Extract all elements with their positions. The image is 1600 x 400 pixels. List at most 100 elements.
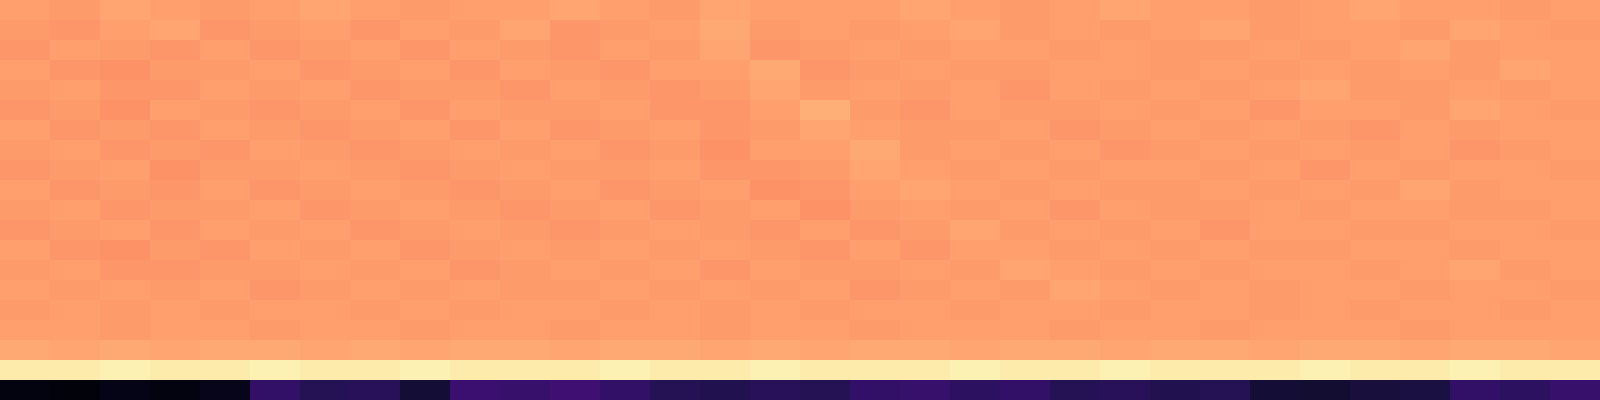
heatmap-cell [1400,260,1451,281]
heatmap-cell [1300,300,1351,321]
heatmap-cell [700,320,751,341]
heatmap-cell [1350,60,1401,81]
heatmap-cell [1450,240,1501,261]
heatmap-cell [700,380,751,400]
heatmap-cell [100,360,151,381]
heatmap-cell [1200,220,1251,241]
heatmap-cell [250,80,301,101]
heatmap-cell [250,120,301,141]
heatmap-cell [50,0,101,21]
heatmap-cell [800,380,851,400]
heatmap-cell [1350,380,1401,400]
heatmap-cell [700,0,751,21]
heatmap-cell [1350,300,1401,321]
heatmap-cell [200,140,251,161]
heatmap-cell [1100,100,1151,121]
heatmap-cell [400,360,451,381]
heatmap-cell [650,380,701,400]
heatmap-cell [350,120,401,141]
heatmap-cell [1550,160,1600,181]
heatmap-cell [450,200,501,221]
heatmap-cell [1150,100,1201,121]
heatmap-cell [350,180,401,201]
heatmap-cell [250,280,301,301]
heatmap-cell [800,300,851,321]
heatmap-cell [550,260,601,281]
heatmap-cell [550,160,601,181]
heatmap-cell [1350,160,1401,181]
heatmap-cell [0,320,51,341]
heatmap-cell [700,200,751,221]
heatmap-cell [1150,0,1201,21]
heatmap-cell [450,140,501,161]
heatmap-cell [750,220,801,241]
heatmap-cell [1050,360,1101,381]
heatmap-cell [1350,0,1401,21]
heatmap-cell [50,340,101,361]
heatmap-cell [1400,240,1451,261]
heatmap-cell [250,0,301,21]
heatmap-cell [600,40,651,61]
heatmap-cell [900,260,951,281]
heatmap-cell [1300,100,1351,121]
heatmap-cell [600,280,651,301]
heatmap-cell [100,20,151,41]
heatmap-cell [1350,80,1401,101]
heatmap-cell [250,100,301,121]
heatmap-cell [1450,160,1501,181]
heatmap-cell [500,120,551,141]
heatmap-cell [500,140,551,161]
heatmap-cell [1450,20,1501,41]
heatmap-cell [750,40,801,61]
heatmap-cell [400,220,451,241]
heatmap-cell [1500,20,1551,41]
heatmap-cell [650,120,701,141]
heatmap-cell [1000,300,1051,321]
heatmap-cell [0,260,51,281]
heatmap-cell [250,360,301,381]
heatmap-cell [700,160,751,181]
heatmap-cell [50,360,101,381]
heatmap-cell [850,100,901,121]
heatmap-cell [100,120,151,141]
heatmap-cell [0,240,51,261]
heatmap-cell [800,60,851,81]
heatmap-cell [1100,380,1151,400]
heatmap-cell [950,40,1001,61]
heatmap-cell [500,100,551,121]
heatmap-cell [0,120,51,141]
heatmap-cell [1350,280,1401,301]
heatmap-cell [1100,40,1151,61]
heatmap-cell [1350,340,1401,361]
heatmap-cell [450,320,501,341]
heatmap-cell [950,140,1001,161]
heatmap-cell [300,180,351,201]
heatmap-cell [1350,180,1401,201]
heatmap-cell [1500,180,1551,201]
heatmap-cell [1550,0,1600,21]
heatmap-cell [1200,40,1251,61]
heatmap-cell [1000,360,1051,381]
heatmap-cell [450,120,501,141]
heatmap-cell [850,140,901,161]
heatmap-cell [1450,260,1501,281]
heatmap-cell [450,160,501,181]
heatmap-cell [1250,240,1301,261]
heatmap-cell [600,380,651,400]
heatmap-cell [200,260,251,281]
heatmap-cell [600,300,651,321]
heatmap-cell [950,0,1001,21]
heatmap-cell [550,100,601,121]
heatmap-cell [100,300,151,321]
heatmap-cell [950,220,1001,241]
heatmap-cell [450,20,501,41]
heatmap-cell [350,220,401,241]
heatmap-cell [1550,300,1600,321]
heatmap-cell [1500,320,1551,341]
heatmap-cell [500,220,551,241]
heatmap-cell [1450,220,1501,241]
heatmap-cell [1050,60,1101,81]
heatmap-cell [350,260,401,281]
heatmap-cell [100,260,151,281]
heatmap-cell [800,80,851,101]
